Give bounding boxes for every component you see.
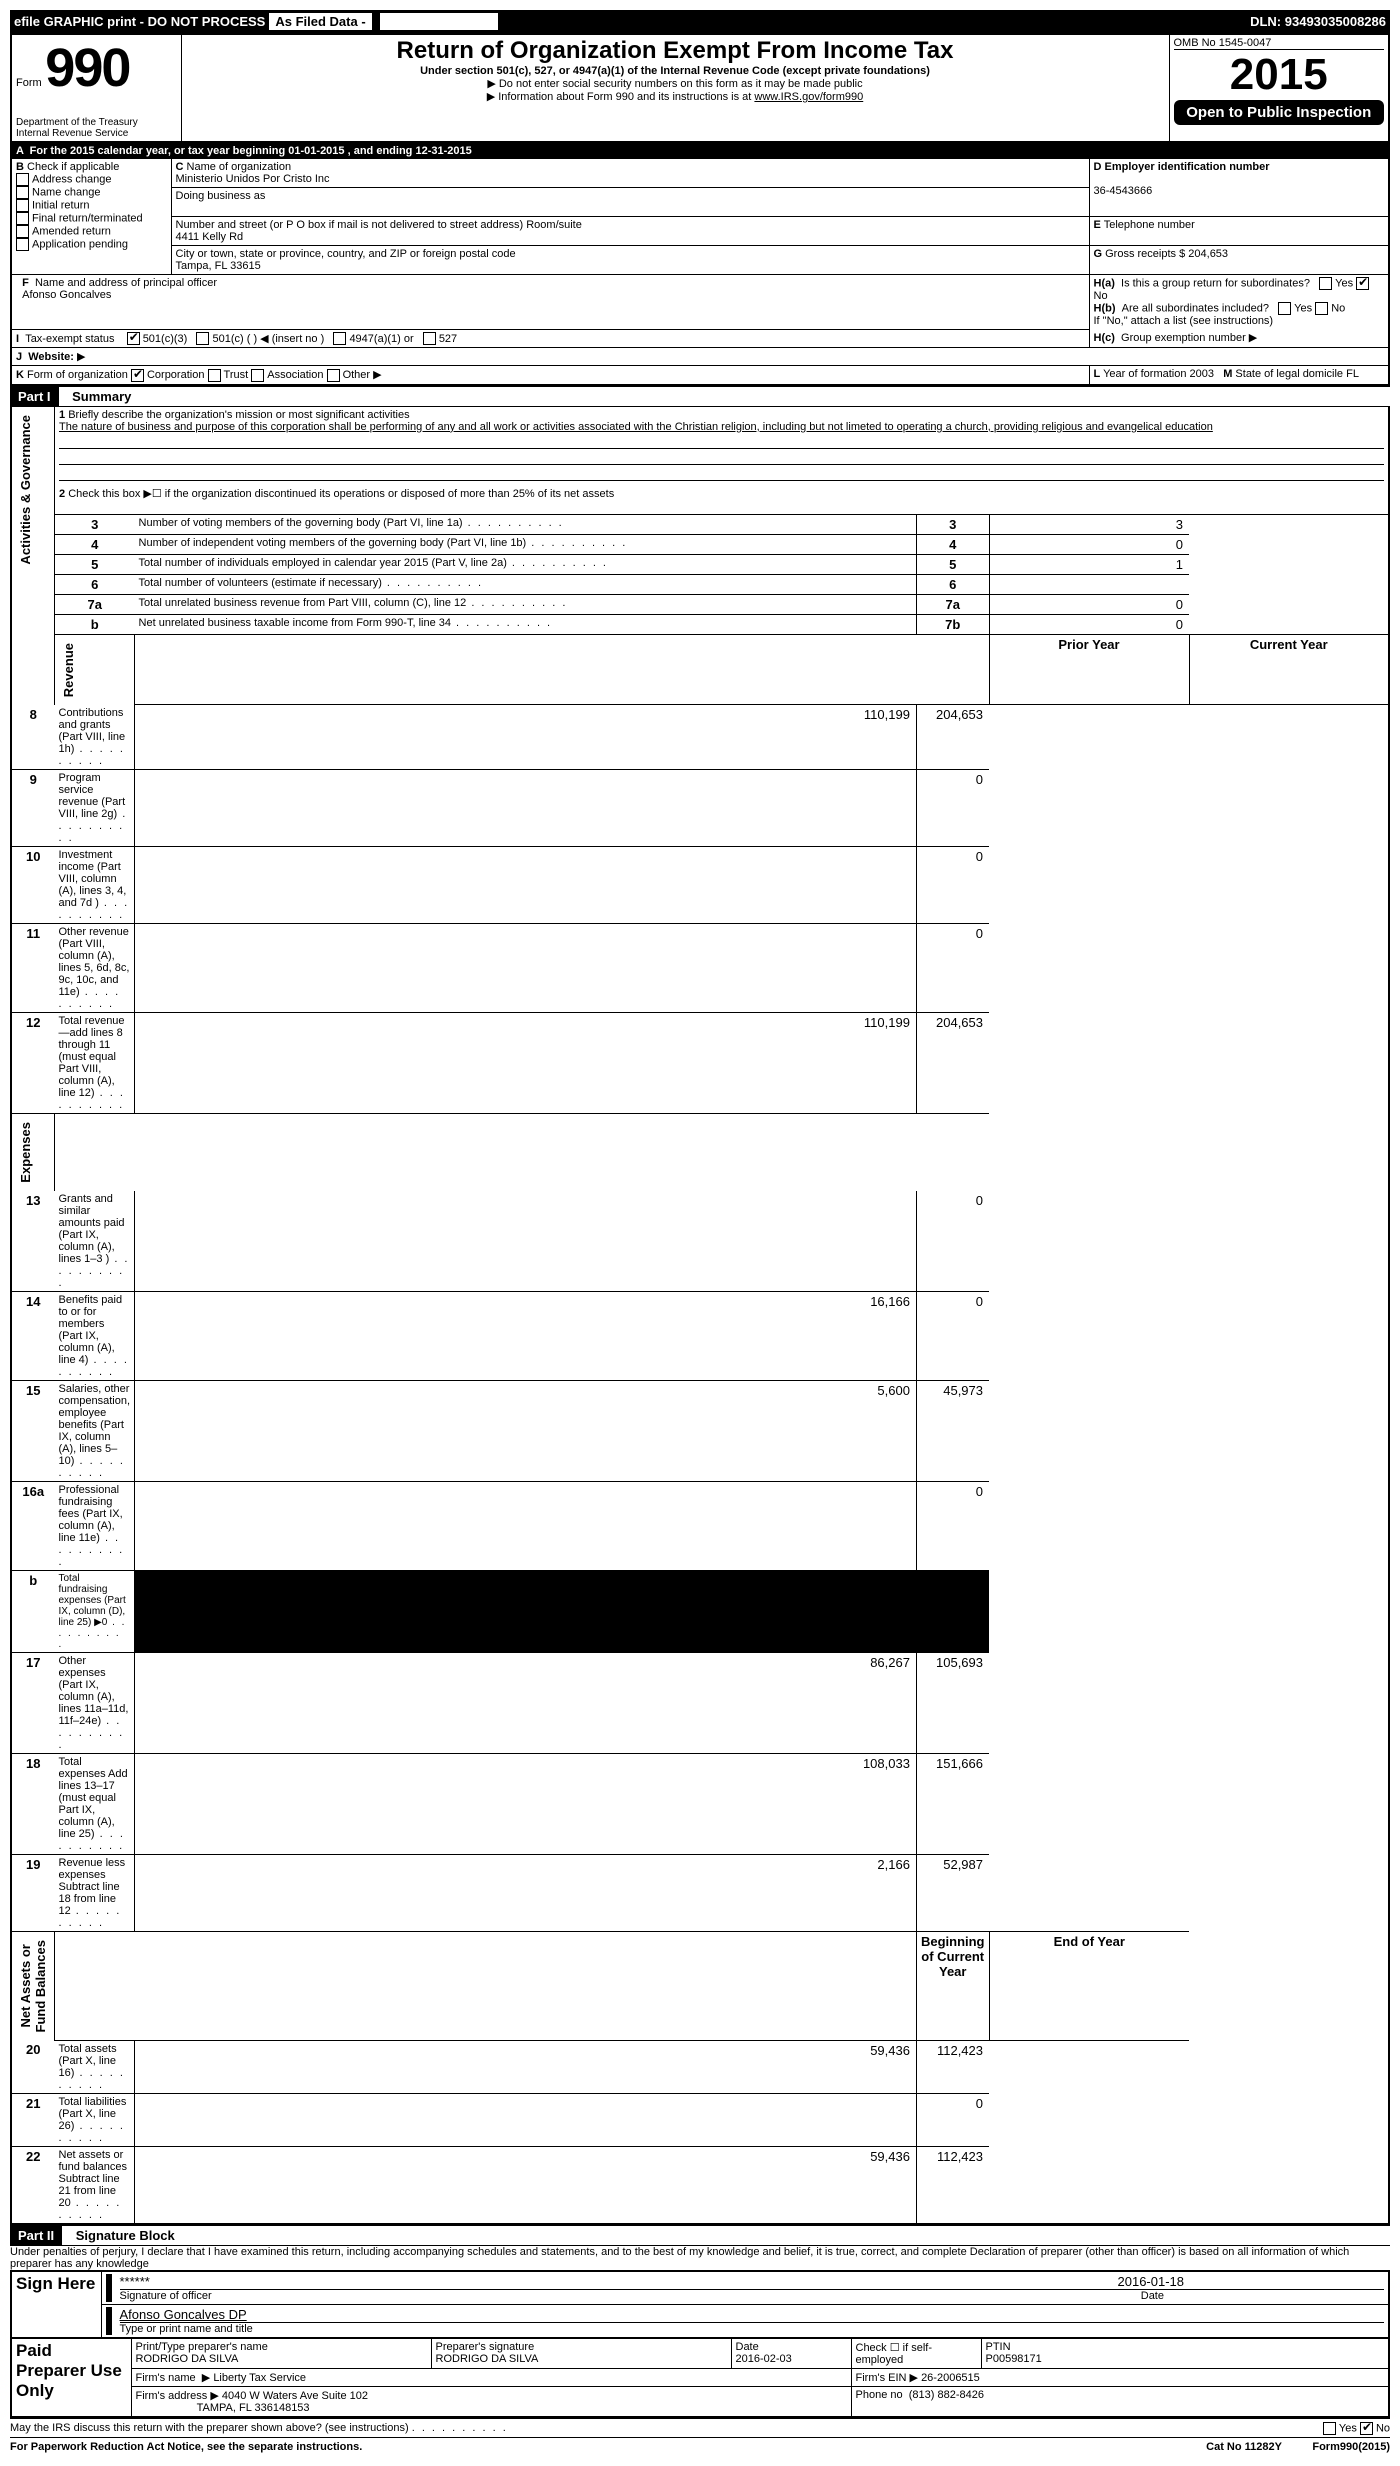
vlabel-exp: Expenses <box>16 1116 35 1189</box>
Ha: Is this a group return for subordinates? <box>1121 277 1310 289</box>
E-lbl: Telephone number <box>1104 219 1195 231</box>
firm-name: Liberty Tax Service <box>213 2372 306 2384</box>
prep-name: RODRIGO DA SILVA <box>136 2353 239 2365</box>
vlabel-gov: Activities & Governance <box>16 409 35 571</box>
efile-label: efile GRAPHIC print - DO NOT PROCESS <box>14 14 265 29</box>
C-name-lbl: Name of organization <box>187 161 292 173</box>
dba-lbl: Doing business as <box>176 190 266 202</box>
hdr-end: End of Year <box>989 1931 1189 2040</box>
partI-title: Summary <box>62 389 131 404</box>
officer-name: Afonso Goncalves DP <box>120 2307 247 2322</box>
self-emp[interactable]: Check ☐ if self-employed <box>851 2339 981 2369</box>
cat: Cat No 11282Y <box>1206 2441 1282 2453</box>
topbar: efile GRAPHIC print - DO NOT PROCESS As … <box>10 10 1390 33</box>
partII-title: Signature Block <box>66 2228 175 2243</box>
vlabel-net: Net Assets orFund Balances <box>16 1934 50 2038</box>
K-lbl: Form of organization <box>27 369 128 381</box>
asfiled-box: As Filed Data - <box>268 12 372 31</box>
mission: The nature of business and purpose of th… <box>59 421 1213 433</box>
partII-hdr: Part II <box>10 2226 62 2245</box>
firm-phone: (813) 882-8426 <box>909 2389 984 2401</box>
gross: 204,653 <box>1188 248 1228 260</box>
F-lbl: Name and address of principal officer <box>35 277 217 289</box>
irs-link[interactable]: www.IRS.gov/form990 <box>754 91 863 103</box>
taxyear: 2015 <box>1174 50 1385 100</box>
Hb: Are all subordinates included? <box>1122 302 1269 314</box>
hdr-prior: Prior Year <box>989 634 1189 705</box>
dln: DLN: 93493035008286 <box>1250 14 1386 29</box>
city-lbl: City or town, state or province, country… <box>176 248 516 260</box>
A-label: For the 2015 calendar year, or tax year … <box>30 145 286 157</box>
empty-box <box>379 12 499 31</box>
subtitle: Under section 501(c), 527, or 4947(a)(1)… <box>186 65 1165 77</box>
G-lbl: Gross receipts $ <box>1105 248 1185 260</box>
ein: 36-4543666 <box>1094 185 1153 197</box>
officer: Afonso Goncalves <box>22 289 111 301</box>
decl: Under penalties of perjury, I declare th… <box>10 2246 1390 2270</box>
firm-ein: 26-2006515 <box>921 2372 980 2384</box>
Hc: Group exemption number <box>1121 332 1246 344</box>
J-lbl: Website: <box>28 351 74 363</box>
note1: Do not enter social security numbers on … <box>186 77 1165 90</box>
q2: Check this box ▶☐ if the organization di… <box>68 488 614 500</box>
paid-lbl: Paid Preparer Use Only <box>11 2339 131 2417</box>
discuss: May the IRS discuss this return with the… <box>10 2422 409 2434</box>
pra: For Paperwork Reduction Act Notice, see … <box>10 2441 362 2453</box>
entity-block: A For the 2015 calendar year, or tax yea… <box>10 143 1390 386</box>
sec-B: B Check if applicable Address change Nam… <box>11 159 171 275</box>
title: Return of Organization Exempt From Incom… <box>186 37 1165 65</box>
ptin: P00598171 <box>986 2353 1042 2365</box>
irs: Internal Revenue Service <box>16 128 177 139</box>
firm-addr: 4040 W Waters Ave Suite 102 <box>222 2390 368 2402</box>
note2: Information about Form 990 and its instr… <box>487 91 752 103</box>
city: Tampa, FL 33615 <box>176 260 261 272</box>
sig-date: 2016-01-18 <box>1118 2274 1185 2289</box>
addr-lbl: Number and street (or P O box if mail is… <box>176 219 582 231</box>
hdr-curr: Current Year <box>1189 634 1389 705</box>
form-foot: Form990(2015) <box>1312 2441 1390 2453</box>
sign-here: Sign Here <box>11 2271 101 2338</box>
H-note: If "No," attach a list (see instructions… <box>1094 315 1274 327</box>
sign-block: Sign Here ****** 2016-01-18 Signature of… <box>10 2270 1390 2339</box>
partI-table: Activities & Governance 1 Briefly descri… <box>10 407 1390 2225</box>
prep-date: 2016-02-03 <box>736 2353 792 2365</box>
D-lbl: Employer identification number <box>1105 161 1270 173</box>
paid-block: Paid Preparer Use Only Print/Type prepar… <box>10 2339 1390 2418</box>
form990: 990 <box>45 38 129 98</box>
addr: 4411 Kelly Rd <box>176 231 244 243</box>
form-label: Form <box>16 77 42 89</box>
header-block: Form 990 Department of the Treasury Inte… <box>10 33 1390 143</box>
hdr-beg: Beginning of Current Year <box>916 1931 989 2040</box>
open-public: Open to Public Inspection <box>1174 100 1385 125</box>
sig-stars: ****** <box>120 2274 150 2289</box>
partI-hdr: Part I <box>10 387 59 406</box>
prep-sig: RODRIGO DA SILVA <box>436 2353 539 2365</box>
I-lbl: Tax-exempt status <box>25 333 114 345</box>
vlabel-rev: Revenue <box>59 637 78 703</box>
q1: Briefly describe the organization's miss… <box>68 409 409 421</box>
sig-lbl: Signature of officer <box>120 2290 212 2302</box>
dept: Department of the Treasury <box>16 117 177 128</box>
org-name: Ministerio Unidos Por Cristo Inc <box>176 173 330 185</box>
omb: OMB No 1545-0047 <box>1174 37 1385 50</box>
